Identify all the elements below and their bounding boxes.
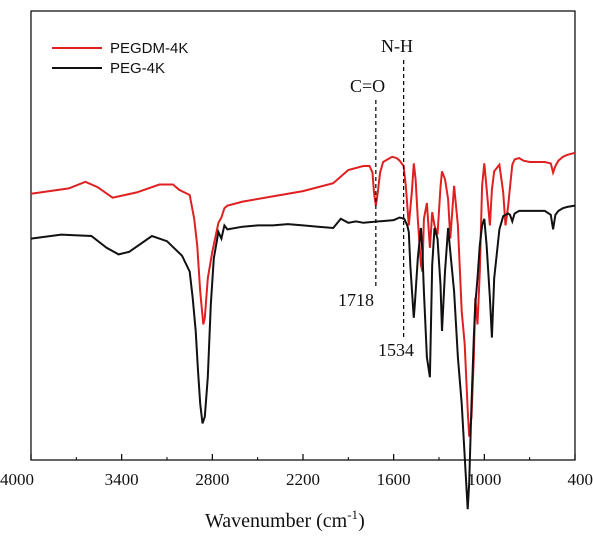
annotation-value-1718: 1718 xyxy=(338,290,374,310)
x-tick-label: 1000 xyxy=(467,470,501,489)
x-tick-label: 2800 xyxy=(195,470,229,489)
legend-label-peg-4k: PEG-4K xyxy=(110,60,165,77)
annotation-label-c-o: C=O xyxy=(350,76,385,96)
legend: PEGDM-4K PEG-4K xyxy=(52,40,188,77)
x-tick-label: 400 xyxy=(568,470,593,489)
legend-label-pegdm-4k: PEGDM-4K xyxy=(110,40,188,57)
x-axis-ticks: 4000 3400 2800 2200 1600 1000 400 xyxy=(0,454,593,489)
x-tick-label: 1600 xyxy=(377,470,411,489)
plot-frame xyxy=(30,10,576,461)
x-axis-title-superscript: -1 xyxy=(347,507,358,522)
x-tick-label: 4000 xyxy=(0,470,34,489)
x-axis-title-close: ) xyxy=(358,510,365,532)
annotation-label-n-h: N-H xyxy=(381,36,413,56)
x-axis-title: Wavenumber (cm-1) xyxy=(205,507,365,532)
series-line-peg-4k xyxy=(30,204,576,510)
x-tick-label: 2200 xyxy=(286,470,320,489)
annotation-value-1534: 1534 xyxy=(378,340,414,360)
x-axis-title-main: Wavenumber (cm xyxy=(205,510,348,532)
x-tick-label: 3400 xyxy=(105,470,139,489)
